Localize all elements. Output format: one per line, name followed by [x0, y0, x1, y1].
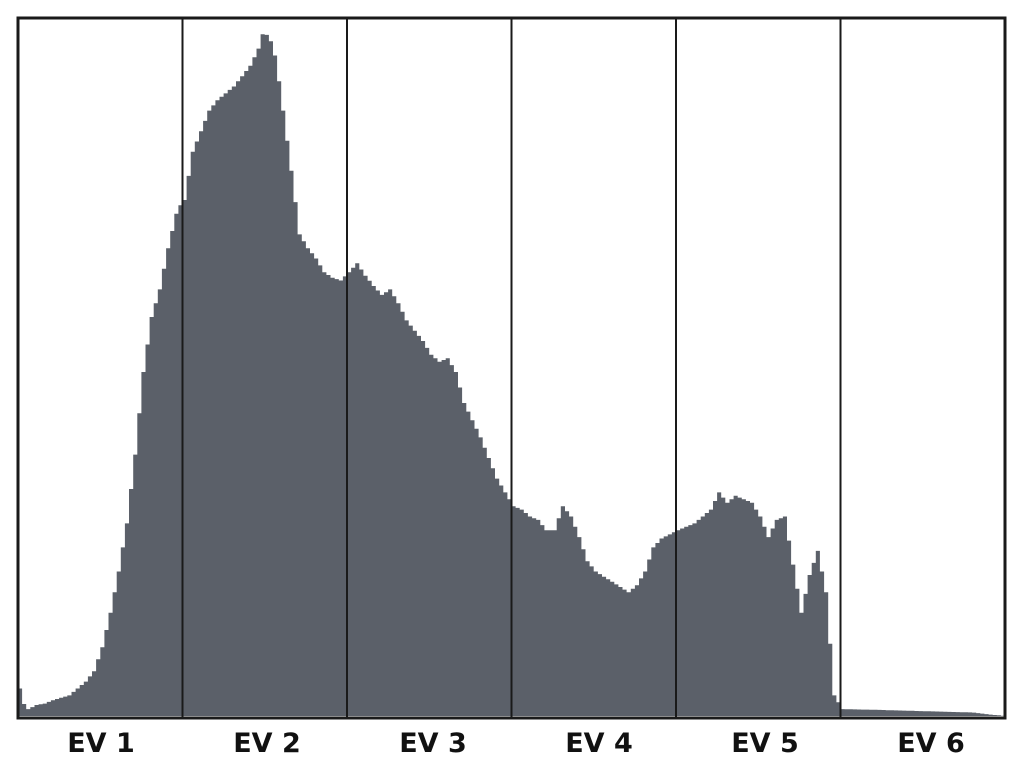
zone-dividers	[181, 18, 842, 718]
plot-frame	[16, 16, 1007, 720]
zone-label-ev3: EV 3	[399, 728, 467, 759]
zone-label-ev2: EV 2	[233, 728, 301, 759]
zone-label-ev1: EV 1	[67, 728, 135, 759]
histogram-area	[18, 34, 1005, 717]
zone-label-ev6: EV 6	[897, 728, 965, 759]
zone-label-ev5: EV 5	[731, 728, 799, 759]
zone-label-ev4: EV 4	[565, 728, 633, 759]
